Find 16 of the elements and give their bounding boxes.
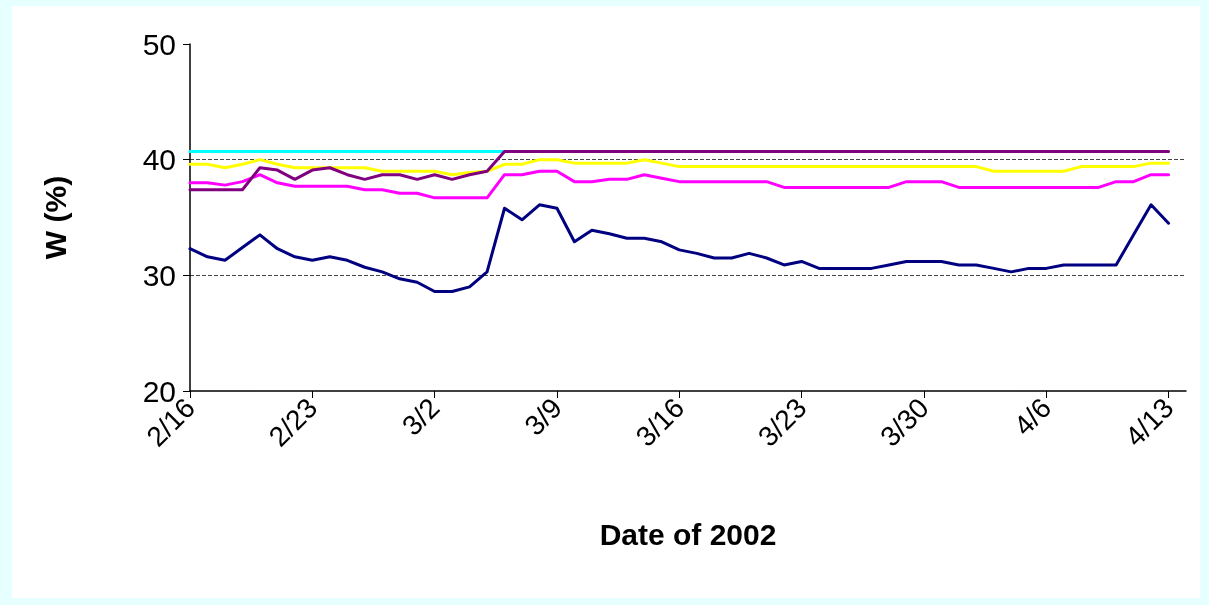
x-tick-label: 3/9 (518, 392, 568, 442)
x-tick-label: 3/16 (629, 392, 691, 453)
line-series (188, 150, 1171, 192)
x-tick-label: 3/30 (874, 392, 935, 453)
x-tick-label: 3/23 (752, 392, 813, 453)
x-tick-label: 4/13 (1119, 392, 1180, 453)
y-tick-label: 40 (142, 143, 176, 177)
line-series (188, 203, 1171, 294)
x-tick-label: 4/6 (1007, 392, 1058, 442)
y-axis-title: W (%) (38, 175, 72, 260)
y-tick-label: 50 (142, 27, 176, 61)
line-series (188, 169, 1171, 200)
line-series (188, 158, 1171, 177)
x-tick-label: 3/2 (396, 392, 446, 442)
y-tick-label: 30 (142, 258, 176, 292)
x-axis-title: Date of 2002 (599, 517, 777, 551)
